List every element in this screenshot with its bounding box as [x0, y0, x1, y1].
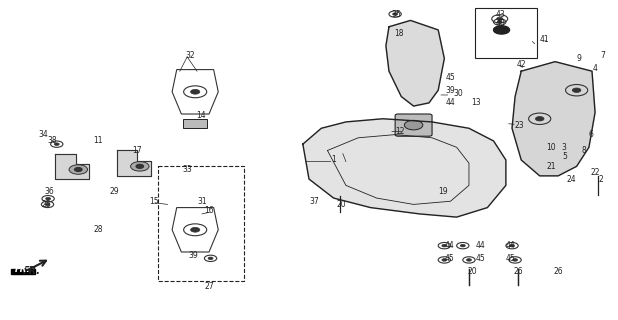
Circle shape — [510, 244, 514, 247]
Text: 17: 17 — [132, 146, 142, 155]
Text: 39: 39 — [446, 86, 455, 95]
Circle shape — [513, 259, 517, 261]
Text: 36: 36 — [44, 187, 54, 196]
Text: 15: 15 — [149, 197, 159, 206]
Text: 45: 45 — [475, 254, 485, 263]
Text: 5: 5 — [562, 152, 567, 161]
Circle shape — [572, 88, 581, 92]
Text: 41: 41 — [540, 35, 549, 44]
Circle shape — [460, 244, 465, 247]
Circle shape — [442, 259, 447, 261]
Text: FR.: FR. — [23, 266, 41, 276]
Text: 2: 2 — [599, 174, 604, 184]
Text: 1: 1 — [331, 156, 336, 164]
FancyBboxPatch shape — [395, 114, 432, 136]
Circle shape — [467, 259, 472, 261]
Text: 22: 22 — [590, 168, 600, 177]
Text: 20: 20 — [467, 267, 477, 276]
Text: 14: 14 — [197, 111, 206, 120]
Text: 34: 34 — [38, 130, 48, 139]
Text: 26: 26 — [553, 267, 563, 276]
Text: 44: 44 — [506, 241, 515, 250]
Text: 26: 26 — [514, 267, 523, 276]
Polygon shape — [117, 150, 151, 176]
Text: 38: 38 — [48, 136, 57, 146]
Circle shape — [392, 13, 397, 15]
Circle shape — [45, 203, 50, 206]
Circle shape — [130, 162, 149, 171]
Text: 33: 33 — [182, 165, 192, 174]
Text: 32: 32 — [185, 51, 195, 60]
Text: 23: 23 — [515, 121, 524, 130]
Text: 29: 29 — [109, 187, 119, 196]
Polygon shape — [183, 119, 208, 128]
Circle shape — [136, 164, 143, 168]
Text: 19: 19 — [438, 187, 448, 196]
Text: 44: 44 — [444, 241, 454, 250]
Text: 10: 10 — [546, 143, 556, 152]
Text: 45: 45 — [446, 73, 455, 82]
Text: 13: 13 — [472, 99, 481, 108]
Polygon shape — [512, 62, 595, 176]
Text: 45: 45 — [506, 254, 515, 263]
Text: 11: 11 — [93, 136, 103, 146]
Text: 8: 8 — [581, 146, 586, 155]
Text: 27: 27 — [205, 282, 214, 292]
Polygon shape — [386, 20, 444, 106]
Bar — [475, 8, 536, 59]
Circle shape — [535, 116, 544, 121]
Circle shape — [404, 120, 423, 130]
Circle shape — [497, 29, 502, 31]
Text: 44: 44 — [475, 241, 485, 250]
Circle shape — [497, 17, 503, 20]
Circle shape — [208, 257, 213, 260]
Text: 7: 7 — [601, 51, 606, 60]
Text: 25: 25 — [41, 200, 51, 209]
Circle shape — [497, 21, 502, 23]
Text: 43: 43 — [496, 10, 506, 19]
Text: 18: 18 — [395, 28, 404, 38]
Text: 4: 4 — [593, 63, 598, 73]
Text: 37: 37 — [309, 197, 319, 206]
Circle shape — [190, 89, 200, 94]
Polygon shape — [55, 154, 89, 179]
Circle shape — [442, 244, 447, 247]
Circle shape — [494, 26, 510, 34]
Text: 12: 12 — [396, 127, 405, 136]
Text: 45: 45 — [444, 254, 454, 263]
Polygon shape — [303, 119, 506, 217]
Text: 44: 44 — [446, 99, 455, 108]
Text: 9: 9 — [576, 54, 581, 63]
Text: 24: 24 — [567, 174, 577, 184]
Text: 20: 20 — [337, 200, 347, 209]
Circle shape — [69, 165, 88, 174]
Text: 21: 21 — [546, 162, 556, 171]
Text: 3: 3 — [562, 143, 567, 152]
Circle shape — [190, 228, 200, 232]
Text: 42: 42 — [517, 60, 526, 69]
Text: 30: 30 — [453, 89, 463, 98]
Text: 40: 40 — [496, 19, 506, 28]
Text: FR.: FR. — [15, 265, 30, 274]
Text: 28: 28 — [94, 225, 103, 234]
Bar — [158, 166, 244, 281]
Text: 35: 35 — [391, 10, 401, 19]
Circle shape — [75, 168, 82, 172]
Text: 39: 39 — [188, 251, 198, 260]
Text: 31: 31 — [198, 197, 208, 206]
Circle shape — [54, 143, 59, 145]
Polygon shape — [11, 269, 35, 274]
Text: 16: 16 — [205, 206, 214, 215]
Circle shape — [46, 197, 51, 200]
Text: 6: 6 — [588, 130, 593, 139]
